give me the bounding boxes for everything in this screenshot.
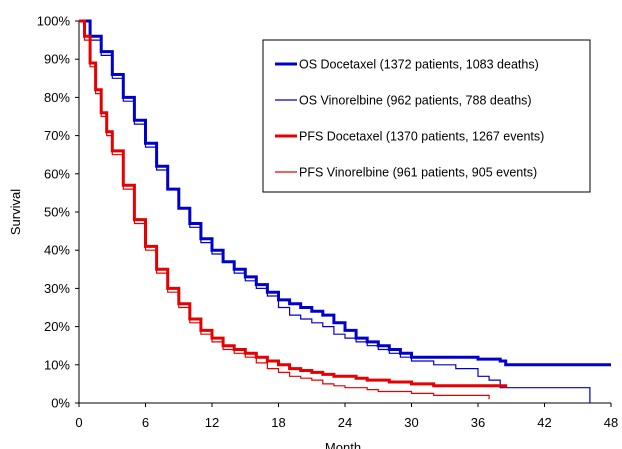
- legend-label: PFS Docetaxel (1370 patients, 1267 event…: [299, 130, 544, 144]
- x-tick-label: 6: [142, 415, 149, 430]
- legend-label: PFS Vinorelbine (961 patients, 905 event…: [299, 166, 537, 180]
- legend-box: [262, 39, 591, 193]
- plot-area: 0% 10% 20% 30% 40% 50% 60% 70% 80% 90% 100% 0 6 12 18 2…: [37, 14, 618, 431]
- x-tick-label: 36: [471, 415, 485, 430]
- x-tick-label: 24: [338, 415, 352, 430]
- x-tick-label: 42: [537, 415, 551, 430]
- legend-label: OS Docetaxel (1372 patients, 1083 deaths…: [299, 58, 539, 72]
- y-axis-title: Survival: [8, 189, 23, 235]
- y-tick-label: 30%: [44, 281, 70, 296]
- y-tick-label: 60%: [44, 166, 70, 181]
- x-tick-label: 30: [404, 415, 418, 430]
- y-tick-label: 80%: [44, 90, 70, 105]
- x-tick-label: 48: [604, 415, 618, 430]
- y-tick-label: 70%: [44, 128, 70, 143]
- y-tick-label: 100%: [37, 14, 71, 29]
- y-tick-label: 50%: [44, 205, 70, 220]
- series-line-1: [79, 20, 591, 403]
- series-line-2: [79, 19, 508, 388]
- legend: OS Docetaxel (1372 patients, 1083 deaths…: [262, 39, 591, 193]
- x-tick-label: 12: [205, 415, 219, 430]
- series-line-0: [79, 19, 611, 367]
- y-tick-label: 40%: [44, 243, 70, 258]
- y-tick-label: 90%: [44, 52, 70, 67]
- x-tick-label: 18: [271, 415, 285, 430]
- y-tick-label: 10%: [44, 357, 70, 372]
- y-tick-label: 0%: [51, 396, 70, 411]
- y-tick-label: 20%: [44, 319, 70, 334]
- x-tick-label: 0: [75, 415, 82, 430]
- x-axis-title: Month: [325, 440, 361, 449]
- legend-label: OS Vinorelbine (962 patients, 788 deaths…: [299, 94, 532, 108]
